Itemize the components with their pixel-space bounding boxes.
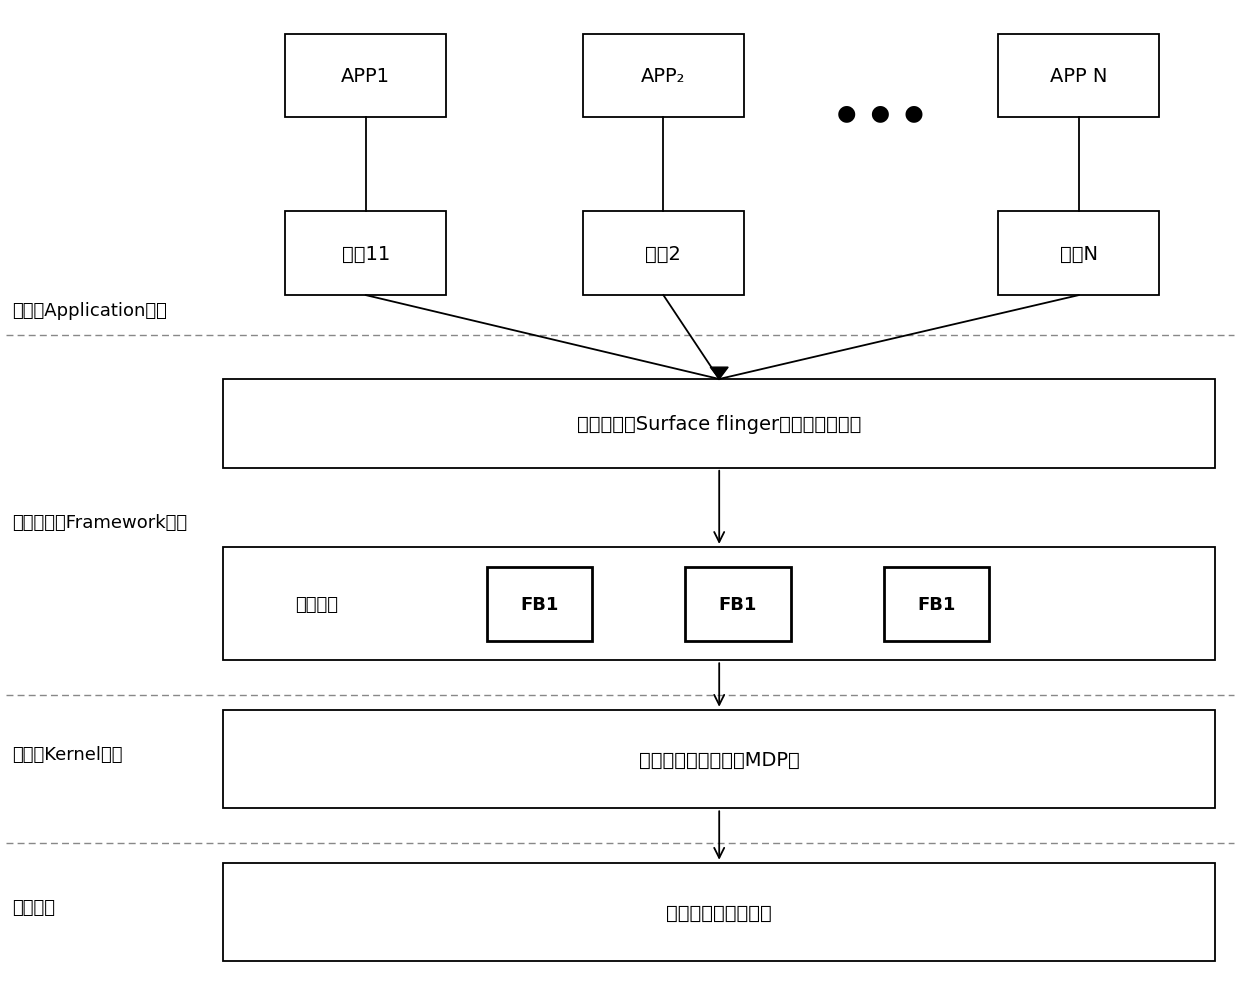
Polygon shape <box>711 368 728 380</box>
Text: 绘制N: 绘制N <box>1060 245 1097 263</box>
Bar <box>583 212 744 296</box>
Text: 绘制11: 绘制11 <box>342 245 389 263</box>
Bar <box>486 567 593 641</box>
Bar <box>998 212 1159 296</box>
Text: 显示硬件: 显示硬件 <box>12 898 56 916</box>
Bar <box>285 35 446 118</box>
Text: 应用（Application）层: 应用（Application）层 <box>12 302 167 319</box>
Text: 帧缓冲器: 帧缓冲器 <box>295 595 337 613</box>
Bar <box>583 35 744 118</box>
Text: 移动终端显示处理（MDP）: 移动终端显示处理（MDP） <box>639 749 800 769</box>
Text: APP1: APP1 <box>341 67 391 86</box>
Text: FB1: FB1 <box>719 595 756 613</box>
Text: 应用框架（Framework）层: 应用框架（Framework）层 <box>12 514 187 531</box>
Bar <box>998 35 1159 118</box>
Text: APP₂: APP₂ <box>641 67 686 86</box>
Bar <box>223 547 1215 661</box>
Text: 内核（Kernel）层: 内核（Kernel）层 <box>12 745 123 763</box>
Text: FB1: FB1 <box>521 595 558 613</box>
Bar <box>223 863 1215 961</box>
Text: 显示控制器和显示屏: 显示控制器和显示屏 <box>666 902 773 922</box>
Bar <box>883 567 990 641</box>
Text: ●  ●  ●: ● ● ● <box>837 104 924 123</box>
Bar <box>684 567 791 641</box>
Text: 绘制2: 绘制2 <box>646 245 681 263</box>
Text: APP N: APP N <box>1050 67 1107 86</box>
Text: 合成模块（Surface flinger）执行合成操作: 合成模块（Surface flinger）执行合成操作 <box>577 414 862 434</box>
Bar <box>223 710 1215 809</box>
Bar <box>223 380 1215 468</box>
Bar <box>285 212 446 296</box>
Text: FB1: FB1 <box>918 595 955 613</box>
